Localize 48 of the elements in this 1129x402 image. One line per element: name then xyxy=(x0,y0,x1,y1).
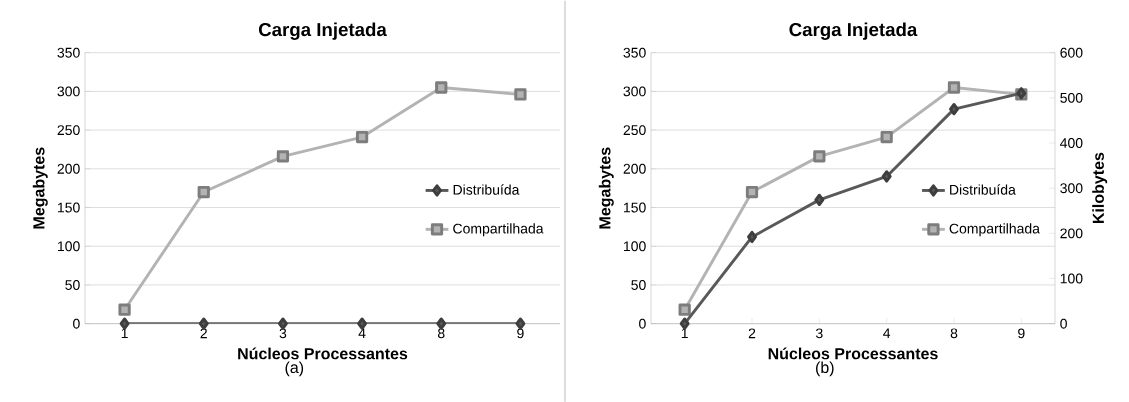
y-tick-label: 0 xyxy=(73,318,80,329)
y-tick-label: 300 xyxy=(623,86,646,97)
chart-title: Carga Injetada xyxy=(258,22,387,40)
y2-tick-label: 100 xyxy=(1060,273,1083,284)
y-tick-label: 200 xyxy=(57,163,80,174)
y-tick-label: 100 xyxy=(58,241,80,252)
legend-label: Compartilhada xyxy=(949,223,1040,237)
x-axis-title: Núcleos Processantes xyxy=(238,347,408,360)
x-tick-label: 9 xyxy=(1018,328,1025,339)
y-tick-label: 150 xyxy=(58,202,80,213)
y-tick-label: 250 xyxy=(57,124,80,135)
x-tick-label: 2 xyxy=(200,328,207,338)
x-tick-label: 4 xyxy=(883,328,891,338)
text: (b) xyxy=(816,361,834,377)
legend-label: Compartilhada xyxy=(453,223,544,237)
text: (a) xyxy=(285,361,304,377)
x-tick-label: 3 xyxy=(279,328,287,339)
y-tick-label: 350 xyxy=(623,47,646,58)
y2-axis-title: Kilobytes xyxy=(1092,152,1108,223)
legend-label: Distribuída xyxy=(950,184,1016,195)
legend-label: Distribuída xyxy=(453,184,520,195)
y-tick-label: 50 xyxy=(631,279,646,290)
x-tick-label: 4 xyxy=(358,328,366,338)
y2-tick-label: 0 xyxy=(1060,318,1067,329)
y-tick-label: 350 xyxy=(57,47,80,58)
y-tick-label: 50 xyxy=(65,279,80,290)
y2-tick-label: 400 xyxy=(1060,137,1083,148)
x-axis-title: Núcleos Processantes xyxy=(768,347,938,360)
x-tick-label: 1 xyxy=(121,328,128,338)
x-tick-label: 2 xyxy=(748,328,756,338)
y-tick-label: 300 xyxy=(57,86,80,97)
y-tick-label: 250 xyxy=(623,124,646,135)
chart-title: Carga Injetada xyxy=(789,22,918,40)
y-tick-label: 100 xyxy=(624,241,646,252)
y2-tick-label: 300 xyxy=(1060,183,1083,193)
y-tick-label: 200 xyxy=(623,163,646,174)
y2-tick-label: 600 xyxy=(1060,47,1083,58)
x-tick-label: 8 xyxy=(950,328,958,339)
y-axis-title: Megabytes xyxy=(598,147,614,229)
x-tick-label: 3 xyxy=(815,328,823,339)
y2-tick-label: 200 xyxy=(1060,228,1083,239)
x-tick-label: 8 xyxy=(437,328,445,339)
x-tick-label: 1 xyxy=(681,328,688,338)
y2-tick-label: 500 xyxy=(1060,92,1083,103)
y-tick-label: 150 xyxy=(624,202,646,213)
y-tick-label: 0 xyxy=(639,318,646,329)
x-tick-label: 9 xyxy=(517,328,524,339)
y-axis-title: Megabytes xyxy=(32,147,48,229)
